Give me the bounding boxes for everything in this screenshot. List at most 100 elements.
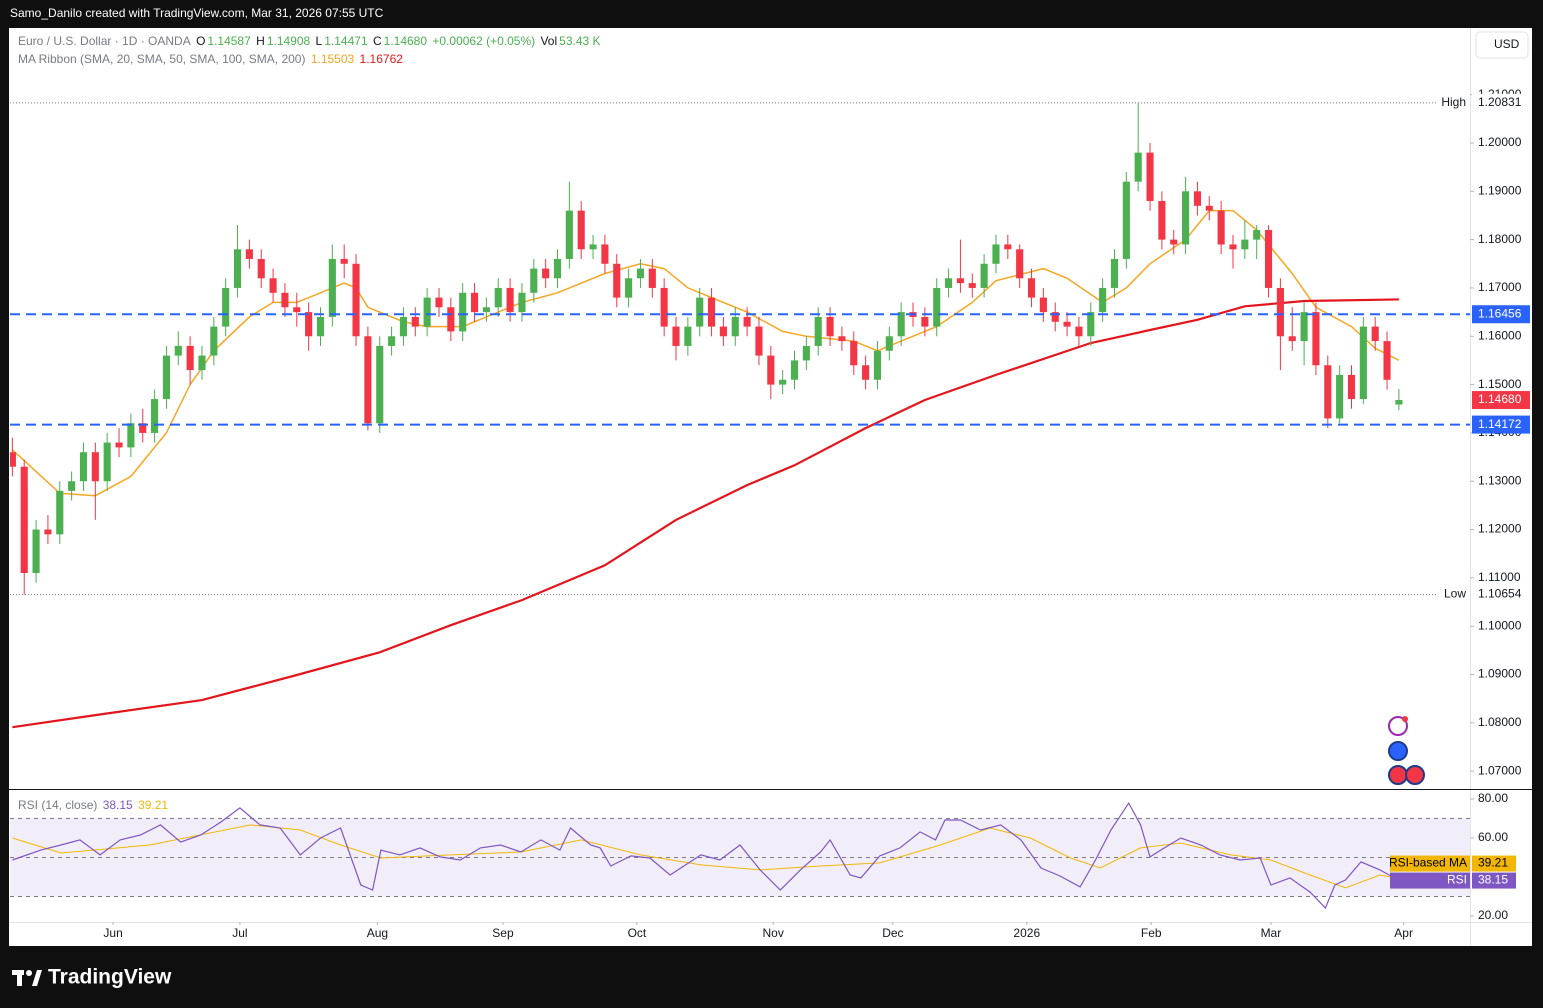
candle-body [506,287,514,313]
candle-body [814,316,822,346]
last-price: 1.14680 [1478,392,1522,406]
candle-body [222,287,230,327]
candle-body [719,326,727,337]
x-tick-label: 2026 [1013,926,1040,940]
candle-body [1288,336,1296,342]
candle-body [447,307,455,332]
ohlc-value: 1.14587 [207,34,251,48]
candle-body [20,466,28,574]
x-tick-label: Aug [367,926,388,940]
change: +0.00062 (+0.05%) [432,34,536,48]
candle-body [992,244,1000,264]
rsi-legend: RSI (14, close) 38.15 39.21 [18,798,170,812]
candle-body [790,360,799,380]
ohlc-value: 1.14680 [383,34,428,48]
candle-body [1039,297,1047,313]
candle-body [767,355,775,385]
candle-body [103,442,111,482]
candle-body [873,350,882,380]
y-tick-label: 1.13000 [1478,473,1522,487]
y-tick-label: 1.10000 [1478,618,1522,632]
low-tag-box [1438,585,1470,604]
candle-body [672,326,680,346]
candle-body [494,287,502,308]
candle-body [1146,152,1154,201]
candle-body [459,292,467,332]
y-tick-label: 1.15000 [1478,377,1522,391]
y-tick-label: 1.20000 [1478,135,1522,149]
candle-body [44,529,52,535]
candle-body [376,345,384,424]
candle-body [1170,239,1178,245]
symbol: Euro / U.S. Dollar · 1D · OANDA [18,34,191,48]
candle-body [245,249,253,259]
candle-body [1122,181,1130,259]
symbol-legend: Euro / U.S. Dollar · 1D · OANDA O 1.14587… [18,34,603,48]
sma200-value: 1.16762 [359,52,403,66]
candle-body [933,287,941,327]
ohlc-key: H [256,34,265,48]
rsi-name-tag: RSI-based MA [1389,856,1467,870]
candle-body [1193,191,1201,206]
level-tag: 1.16456 [1478,306,1522,320]
rsi-name-box [1390,855,1470,872]
indicator: MA Ribbon (SMA, 20, SMA, 50, SMA, 100, S… [18,52,306,66]
candle-body [435,297,443,308]
ohlc-key: O [196,34,206,48]
rsi-value: 38.15 [102,798,133,812]
candle-body [601,244,609,264]
moving-average-line [12,298,1399,729]
rsi-value-tag: 38.15 [1478,873,1508,887]
candle-body [1229,244,1237,250]
x-tick-label: Jun [103,926,122,940]
candle-body [139,423,147,433]
x-tick-label: Feb [1141,926,1162,940]
currency-label: USD [1494,37,1520,51]
candle-body [518,292,526,313]
candle-body [352,263,360,337]
candle-body [1336,374,1344,419]
candle-body [1300,312,1308,342]
candle-body [1264,229,1273,288]
candle-body [210,326,218,356]
rsi-y-tick-label: 20.00 [1478,908,1508,922]
candle-body [636,268,645,279]
rsi-name-tag: RSI [1447,873,1467,887]
candle-body [956,278,964,284]
y-tick-label: 1.08000 [1478,715,1522,729]
attribution: Samo_Danilo created with TradingView.com… [10,6,384,20]
x-tick-label: Apr [1394,926,1413,940]
candle-body [1075,326,1083,337]
y-tick-label: 1.17000 [1478,280,1522,294]
candle-body [684,326,692,346]
x-tick-label: Nov [763,926,784,940]
chart-panel [9,28,1532,946]
candle-body [364,336,372,424]
candle-body [613,263,621,298]
candle-body [305,312,313,337]
rsi-pane [10,801,1470,910]
low-tag: Low [1444,587,1466,601]
candle-body [1158,200,1166,240]
level-tag: 1.14172 [1478,417,1522,431]
volume: 53.43 K [559,34,601,48]
candle-body [151,399,159,433]
rsi-title: RSI (14, close) [18,798,98,812]
candle-body [1383,341,1391,380]
candle-body [1004,244,1012,250]
x-tick-label: Oct [628,926,647,940]
x-tick-label: Dec [882,926,903,940]
candle-body [127,423,135,448]
candle-body [186,345,194,371]
candle-body [233,249,242,288]
x-tick-label: Jul [232,926,247,940]
candle-body [553,258,562,279]
candle-body [198,355,206,371]
candle-body [1182,191,1190,245]
candle-body [565,210,573,259]
candle-body [1205,205,1213,211]
currency-button[interactable] [1475,31,1529,59]
candle-body [589,244,597,250]
candle-body [32,529,40,574]
y-tick-label: 1.07000 [1478,763,1522,777]
